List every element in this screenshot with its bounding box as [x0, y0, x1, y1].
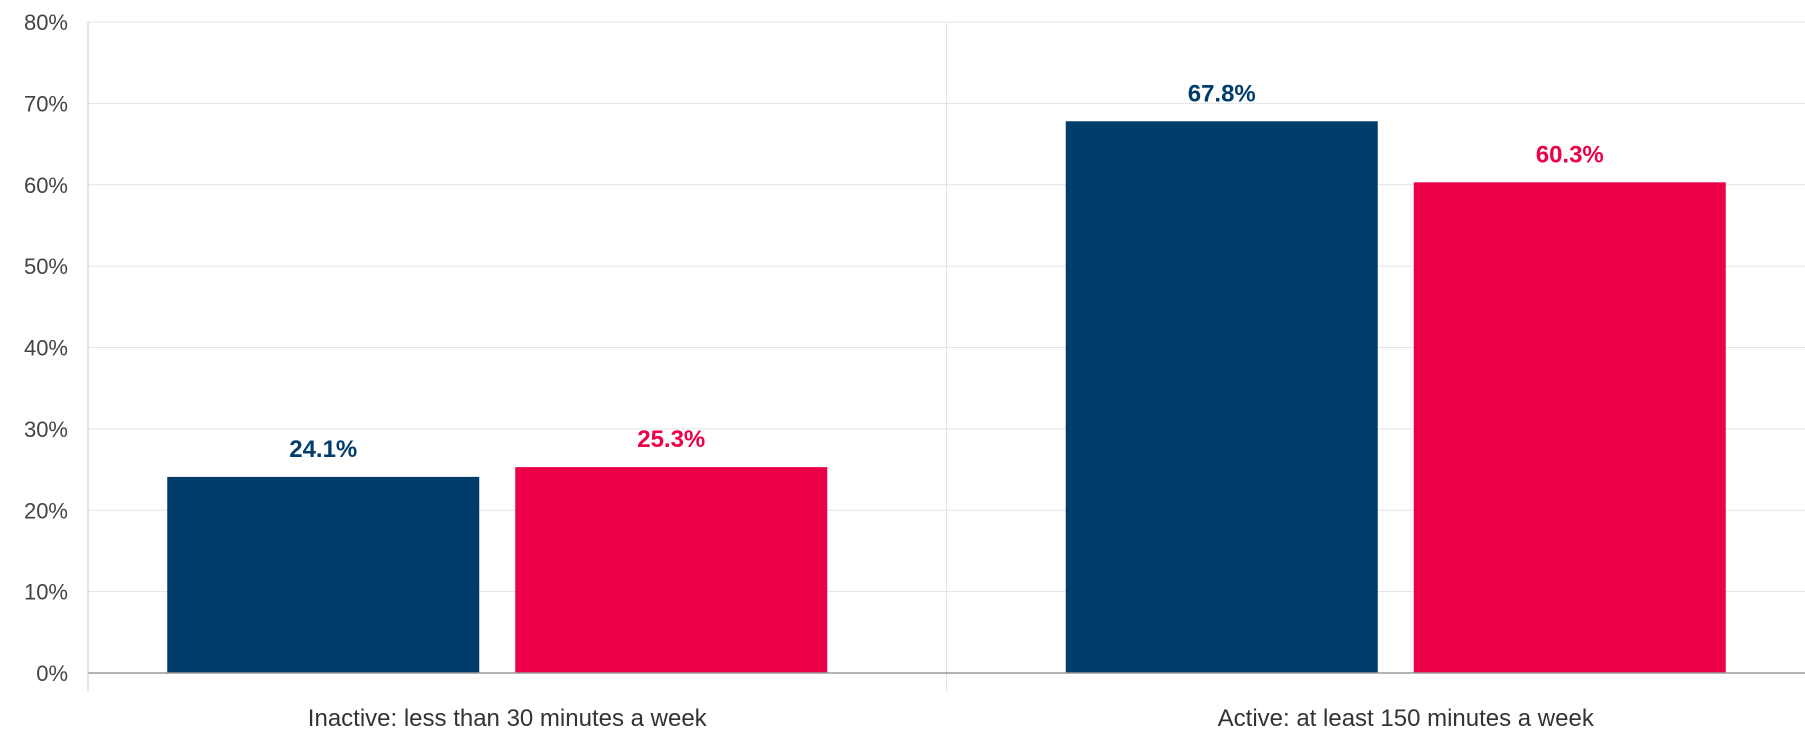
x-axis-categories: Inactive: less than 30 minutes a week Act…: [308, 705, 1595, 731]
bar-value-label: 25.3%: [637, 426, 705, 453]
y-axis-ticks: 0% 10% 20% 30% 40% 50% 60% 70% 80%: [24, 10, 68, 686]
bar-value-label: 24.1%: [289, 436, 357, 463]
x-category-label: Active: at least 150 minutes a week: [1218, 705, 1595, 731]
bar-value-label: 67.8%: [1188, 80, 1256, 107]
bar: [167, 476, 480, 673]
y-tick-label: 10%: [24, 580, 68, 605]
y-tick-label: 20%: [24, 498, 68, 523]
bar-value-label: 60.3%: [1536, 141, 1604, 168]
y-tick-label: 50%: [24, 254, 68, 279]
y-tick-label: 0%: [36, 661, 68, 686]
bar: [515, 467, 828, 673]
y-tick-label: 60%: [24, 173, 68, 198]
y-tick-label: 40%: [24, 336, 68, 361]
data-labels: 24.1% 25.3% 67.8% 60.3%: [289, 80, 1604, 463]
y-tick-label: 80%: [24, 10, 68, 35]
x-category-label: Inactive: less than 30 minutes a week: [308, 705, 708, 731]
bar: [1065, 121, 1378, 674]
y-tick-label: 30%: [24, 417, 68, 442]
bar: [1413, 182, 1726, 673]
y-tick-label: 70%: [24, 91, 68, 116]
bars: [167, 121, 1726, 674]
